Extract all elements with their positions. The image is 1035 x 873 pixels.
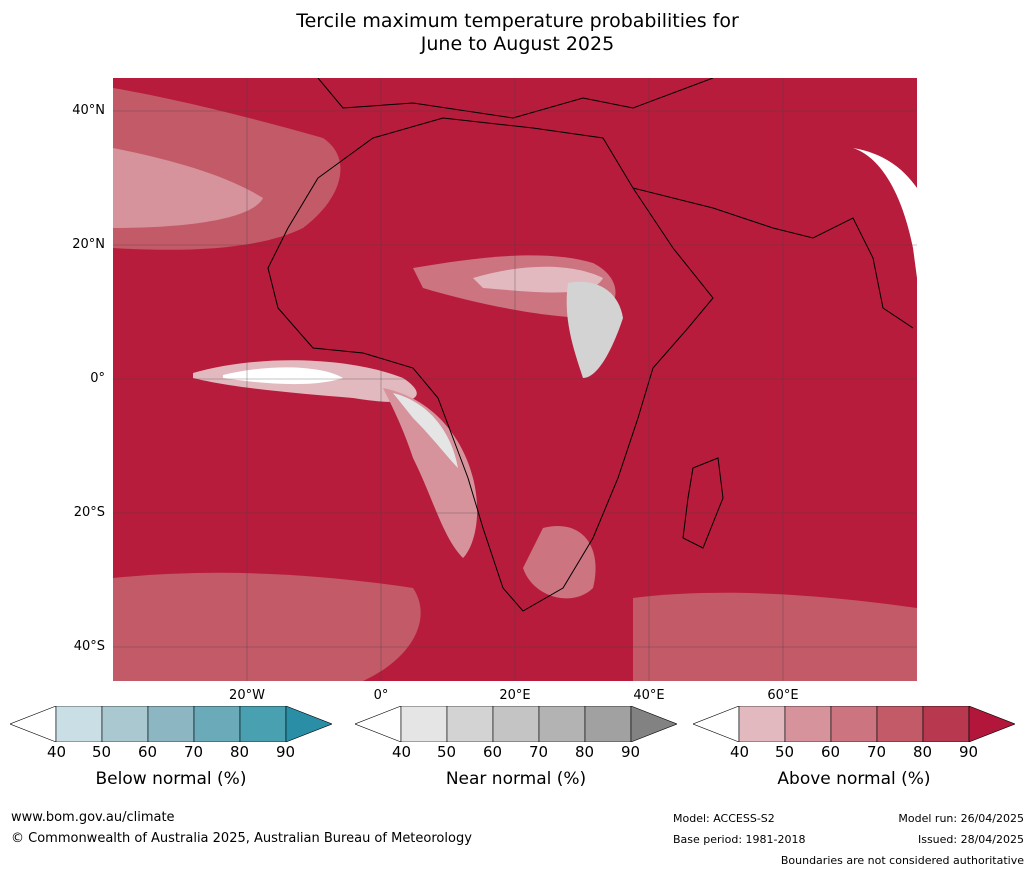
below-normal-label: Below normal (%) (95, 769, 247, 789)
graticule (113, 78, 917, 681)
lat-label-40n: 40°N (72, 103, 105, 118)
angola-coast-band (383, 388, 478, 558)
below-tick-90: 90 (276, 743, 296, 761)
chart-title: Tercile maximum temperature probabilitie… (0, 10, 1035, 56)
near-tick-80: 80 (575, 743, 595, 761)
lon-label-20w: 20°W (229, 688, 265, 703)
colorbar-near (355, 706, 677, 742)
near-normal-label: Near normal (%) (445, 769, 587, 789)
lat-label-40s: 40°S (73, 639, 105, 654)
colorbar-above-seg-4 (876, 706, 924, 742)
colorbar-below-seg-1 (55, 706, 103, 742)
model-text: Model: ACCESS-S2 (673, 812, 775, 825)
south-africa-band (523, 526, 596, 599)
lon-label-60e: 60°E (767, 688, 799, 703)
below-tick-40: 40 (47, 743, 67, 761)
map-svg (113, 78, 917, 681)
base-period-text: Base period: 1981-2018 (673, 833, 806, 846)
arabia-india-coast (632, 187, 914, 329)
colorbar-below-seg-4 (193, 706, 241, 742)
colorbar-below-min-arrow (10, 706, 57, 742)
above-tick-60: 60 (821, 743, 841, 761)
colorbar-near-seg-2 (446, 706, 494, 742)
model-run-text: Model run: 26/04/2025 (898, 812, 1024, 825)
lon-label-20e: 20°E (499, 688, 531, 703)
above-tick-40: 40 (730, 743, 750, 761)
above-tick-80: 80 (913, 743, 933, 761)
colorbar-near-seg-5 (584, 706, 632, 742)
colorbar-above-max-arrow (968, 706, 1015, 742)
below-tick-80: 80 (230, 743, 250, 761)
title-line-2: June to August 2025 (420, 33, 615, 55)
near-tick-70: 70 (529, 743, 549, 761)
colorbar-near-seg-1 (400, 706, 448, 742)
southern-ocean-band-east (633, 592, 917, 681)
lat-label-0: 0° (90, 371, 105, 386)
colorbar-below-seg-2 (101, 706, 149, 742)
above-tick-70: 70 (867, 743, 887, 761)
angola-coast-near (393, 393, 458, 468)
lat-label-20s: 20°S (73, 505, 105, 520)
colorbar-near-min-arrow (355, 706, 402, 742)
colorbar-near-seg-4 (538, 706, 586, 742)
india-near-white (853, 148, 917, 278)
colorbar-below-seg-3 (147, 706, 195, 742)
probability-map (113, 78, 917, 681)
disclaimer-text: Boundaries are not considered authoritat… (780, 854, 1024, 867)
lat-label-20n: 20°N (72, 237, 105, 252)
lon-label-0: 0° (373, 688, 389, 703)
colorbar-below (10, 706, 332, 742)
near-tick-50: 50 (437, 743, 457, 761)
below-tick-60: 60 (138, 743, 158, 761)
above-normal-label: Above normal (%) (777, 769, 931, 789)
europe-coast (317, 78, 714, 119)
near-tick-60: 60 (483, 743, 503, 761)
southern-ocean-band (113, 572, 421, 681)
colorbar-above-min-arrow (693, 706, 740, 742)
east-africa-near (566, 281, 623, 378)
below-tick-70: 70 (184, 743, 204, 761)
colorbar-above-seg-1 (738, 706, 786, 742)
lon-label-40e: 40°E (633, 688, 665, 703)
colorbar-above-seg-5 (922, 706, 970, 742)
above-tick-90: 90 (959, 743, 979, 761)
title-line-1: Tercile maximum temperature probabilitie… (296, 10, 739, 32)
colorbar-above (693, 706, 1015, 742)
colorbar-above-seg-2 (784, 706, 832, 742)
atlantic-north-band-light (113, 148, 263, 228)
colorbar-near-seg-3 (492, 706, 540, 742)
below-tick-50: 50 (92, 743, 112, 761)
near-tick-90: 90 (621, 743, 641, 761)
colorbar-below-seg-5 (239, 706, 287, 742)
website-link[interactable]: www.bom.gov.au/climate (11, 810, 175, 825)
colorbar-near-max-arrow (630, 706, 677, 742)
africa-outline (267, 117, 714, 612)
issued-text: Issued: 28/04/2025 (917, 833, 1024, 846)
near-tick-40: 40 (392, 743, 412, 761)
colorbar-below-max-arrow (285, 706, 332, 742)
copyright-text: © Commonwealth of Australia 2025, Austra… (11, 831, 472, 846)
above-tick-50: 50 (775, 743, 795, 761)
madagascar-outline (682, 457, 724, 549)
equatorial-band-white (223, 367, 343, 385)
colorbar-above-seg-3 (830, 706, 878, 742)
